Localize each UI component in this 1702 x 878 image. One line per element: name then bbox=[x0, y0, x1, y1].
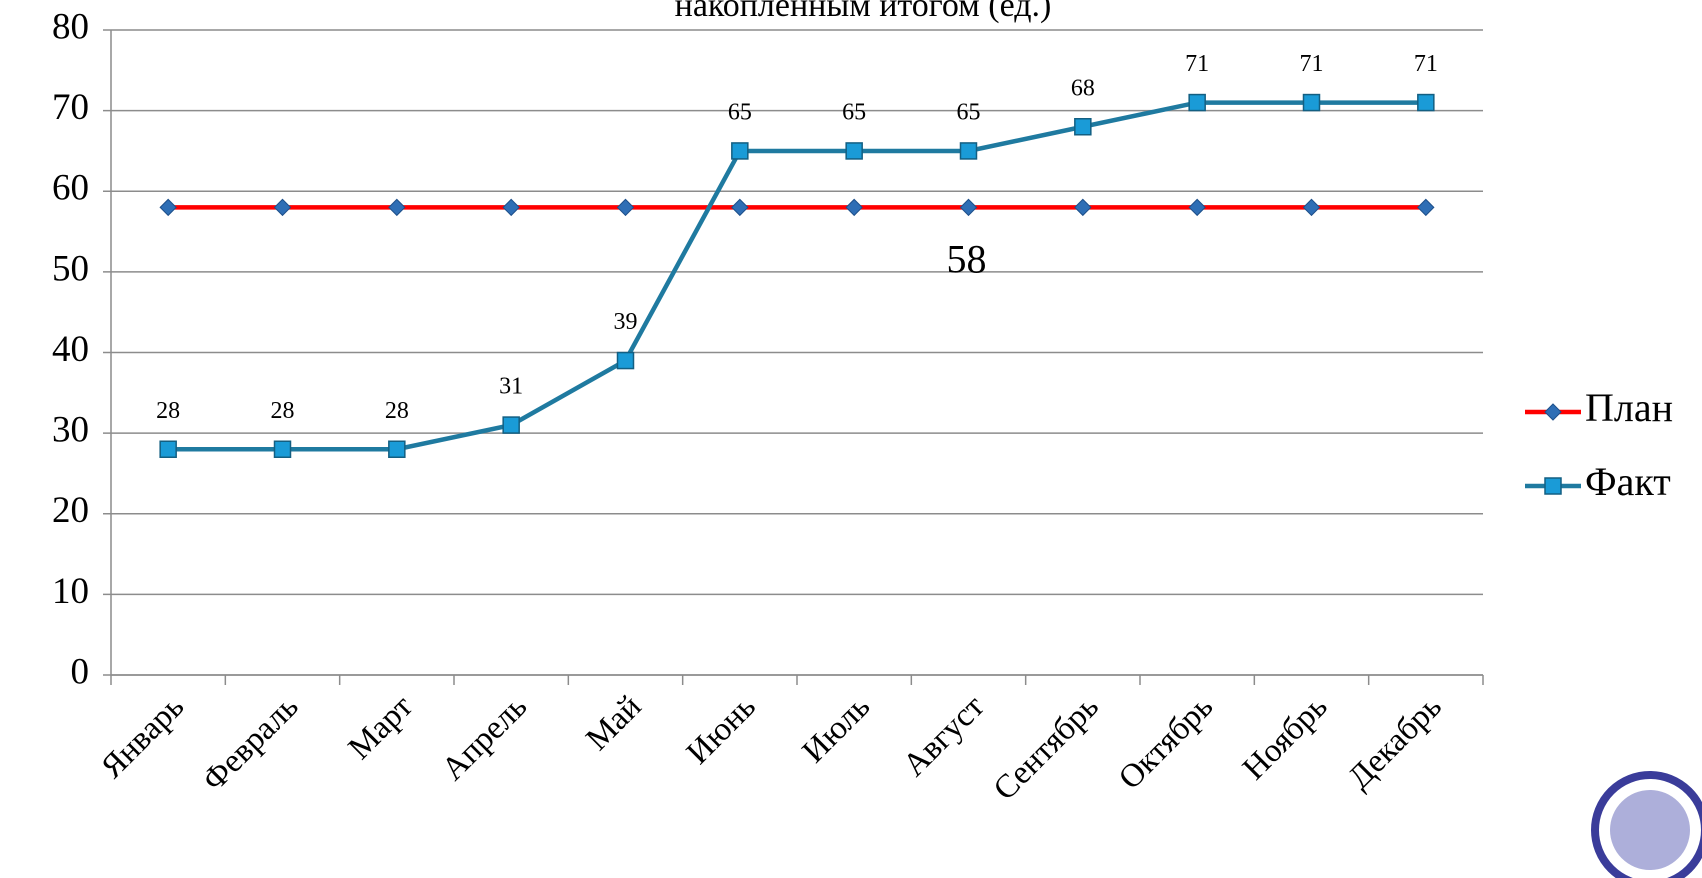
data-label: 28 bbox=[385, 398, 409, 424]
data-label: 71 bbox=[1414, 51, 1438, 77]
marker bbox=[959, 142, 978, 160]
marker bbox=[1302, 93, 1321, 112]
y-tick-label: 20 bbox=[52, 490, 89, 531]
x-tick-label: Сентябрь bbox=[987, 689, 1106, 808]
y-tick-label: 50 bbox=[52, 248, 89, 289]
y-tick-label: 30 bbox=[52, 410, 89, 451]
data-label: 65 bbox=[728, 99, 752, 125]
marker bbox=[731, 142, 749, 160]
data-label: 31 bbox=[499, 374, 523, 400]
marker bbox=[731, 198, 749, 217]
marker bbox=[845, 142, 863, 160]
marker bbox=[502, 198, 520, 217]
data-label: 68 bbox=[1071, 75, 1095, 101]
x-tick-label: Ноябрь bbox=[1236, 689, 1334, 787]
marker bbox=[1074, 118, 1092, 136]
x-tick-label: Август bbox=[896, 689, 991, 784]
data-label: 58 bbox=[947, 237, 987, 282]
marker bbox=[1302, 198, 1321, 217]
x-tick-label: Декабрь bbox=[1341, 689, 1449, 797]
data-label: 65 bbox=[842, 99, 866, 125]
marker bbox=[845, 198, 863, 217]
y-tick-label: 0 bbox=[71, 651, 90, 692]
x-tick-label: Март bbox=[342, 689, 420, 767]
data-label: 65 bbox=[957, 99, 981, 125]
marker bbox=[273, 440, 292, 458]
y-tick-label: 80 bbox=[52, 6, 89, 47]
marker bbox=[388, 198, 406, 217]
marker bbox=[388, 440, 406, 458]
x-tick-label: Январь bbox=[94, 689, 191, 786]
legend-marker bbox=[1544, 477, 1562, 495]
marker bbox=[959, 198, 978, 217]
y-tick-label: 70 bbox=[52, 87, 89, 128]
x-tick-label: Октябрь bbox=[1112, 689, 1220, 797]
marker bbox=[1188, 198, 1206, 217]
x-tick-label: Июль bbox=[796, 689, 877, 770]
data-label: 28 bbox=[156, 398, 180, 424]
legend-label: План bbox=[1585, 385, 1673, 430]
marker bbox=[159, 440, 177, 458]
marker bbox=[1074, 198, 1092, 217]
marker bbox=[159, 198, 177, 217]
marker bbox=[616, 351, 635, 370]
x-tick-label: Июнь bbox=[680, 689, 763, 772]
stamp bbox=[1591, 771, 1702, 878]
x-tick-label: Май bbox=[579, 689, 648, 758]
legend-label: Факт bbox=[1585, 459, 1671, 504]
y-tick-label: 40 bbox=[52, 329, 89, 370]
x-tick-label: Февраль bbox=[196, 689, 306, 799]
y-tick-label: 10 bbox=[52, 571, 89, 612]
data-label: 71 bbox=[1185, 51, 1209, 77]
marker bbox=[502, 416, 520, 434]
marker bbox=[1417, 93, 1435, 112]
legend-marker bbox=[1544, 403, 1562, 421]
data-label: 28 bbox=[271, 398, 295, 424]
series-line bbox=[168, 100, 1426, 452]
data-label: 39 bbox=[614, 309, 638, 335]
marker bbox=[616, 198, 635, 217]
chart-title: накопленным итогом (ед.) bbox=[675, 0, 1052, 24]
x-tick-label: Апрель bbox=[435, 689, 534, 788]
marker bbox=[1188, 93, 1206, 112]
data-label: 71 bbox=[1300, 51, 1324, 77]
marker bbox=[273, 198, 292, 217]
y-tick-label: 60 bbox=[52, 168, 89, 209]
marker bbox=[1417, 198, 1435, 217]
